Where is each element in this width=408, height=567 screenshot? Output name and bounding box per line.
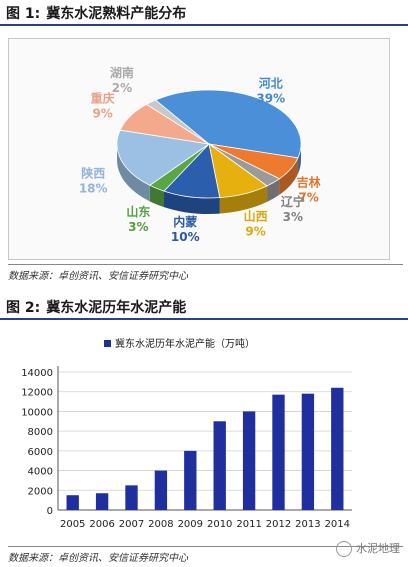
pie-slice-陕西	[116, 129, 211, 186]
figure1-title: 图 1: 冀东水泥熟料产能分布	[0, 2, 408, 26]
pie-label-name: 山西	[244, 209, 268, 224]
figure2-title-text: 冀东水泥历年水泥产能	[46, 300, 187, 316]
pie-label-name: 重庆	[91, 90, 115, 105]
wechat-icon	[336, 541, 352, 557]
watermark-text: 水泥地理	[356, 542, 400, 555]
pie-label-value: 3%	[283, 210, 303, 224]
pie-slice-河北	[154, 89, 302, 159]
bar-2010	[213, 421, 226, 510]
pie-label-name: 辽宁	[281, 194, 305, 209]
x-tick-label: 2012	[266, 519, 291, 530]
bar-2014	[331, 387, 344, 510]
pie-slice-湖南	[145, 99, 210, 145]
watermark: 水泥地理	[336, 540, 400, 557]
pie-side-山西	[219, 185, 268, 214]
pie-label-value: 3%	[128, 220, 148, 234]
x-tick-label: 2005	[60, 519, 85, 530]
pie-side-陕西	[117, 144, 150, 202]
pie-label-name: 山东	[126, 204, 150, 219]
figure2-label: 图 2:	[6, 300, 41, 316]
figure1-label: 图 1:	[6, 6, 41, 22]
pie-label-value: 10%	[171, 230, 200, 244]
bar-2006	[95, 493, 109, 510]
y-tick-label: 14000	[21, 368, 53, 379]
x-tick-label: 2006	[89, 519, 114, 530]
x-tick-label: 2011	[236, 519, 261, 530]
pie-label-name: 陕西	[81, 165, 105, 180]
pie-label-value: 9%	[92, 106, 112, 120]
pie-label-value: 39%	[256, 92, 285, 106]
y-tick-label: 6000	[28, 447, 53, 458]
pie-side-吉林	[279, 157, 298, 195]
y-tick-label: 10000	[21, 407, 53, 418]
figure1-source: 数据来源：卓创资讯、安信证券研究中心	[8, 264, 403, 282]
pie-label-value: 7%	[298, 190, 318, 204]
pie-label-name: 内蒙	[173, 214, 197, 229]
pie-panel: 河北 39% 吉林 7% 辽宁 3% 山西 9% 内蒙 10% 山东 3% 陕西 18% 重庆 9% 湖南 2%	[8, 38, 390, 260]
pie-side-山东	[149, 185, 165, 208]
x-tick-label: 2013	[295, 519, 320, 530]
pie-label-value: 18%	[79, 181, 108, 195]
y-tick-label: 0	[47, 506, 53, 517]
y-tick-label: 8000	[28, 427, 53, 438]
y-tick-label: 2000	[28, 486, 53, 497]
figure2-title: 图 2: 冀东水泥历年水泥产能	[0, 296, 408, 320]
bar-2007	[125, 485, 138, 510]
x-tick-label: 2014	[325, 519, 350, 530]
pie-side-内蒙	[164, 191, 220, 215]
figure2-source: 数据来源：卓创资讯、安信证券研究中心	[8, 546, 403, 564]
x-tick-label: 2010	[207, 519, 232, 530]
bar-2011	[242, 411, 256, 510]
y-tick-label: 12000	[21, 388, 53, 399]
pie-label-value: 2%	[112, 81, 132, 95]
pie-label-name: 吉林	[297, 174, 321, 189]
pie-label-name: 湖南	[110, 65, 134, 80]
bar-2012	[272, 394, 285, 510]
pie-sides	[117, 144, 301, 215]
figure1-title-text: 冀东水泥熟料产能分布	[46, 6, 187, 22]
y-tick-label: 4000	[28, 467, 53, 478]
bar-2008	[154, 470, 168, 510]
pie-label-name: 河北	[258, 76, 283, 91]
x-tick-label: 2009	[178, 519, 203, 530]
bar-2005	[66, 495, 79, 510]
bar-2013	[301, 393, 315, 510]
legend-swatch	[104, 340, 111, 347]
bar-legend: 冀东水泥历年水泥产能（万吨）	[104, 337, 255, 350]
bars: 2005 2006 2007 2008 2009 2010 2011 2012 2013 2014	[60, 387, 350, 530]
pie-label-value: 9%	[245, 225, 265, 239]
bar-chart: 冀东水泥历年水泥产能（万吨） 0 2000 4000 6000 8000 10000 1200…	[21, 337, 352, 530]
legend-label: 冀东水泥历年水泥产能（万吨）	[115, 337, 255, 350]
pie-top	[116, 89, 302, 199]
bar-2009	[184, 450, 197, 510]
x-tick-label: 2007	[119, 519, 144, 530]
x-tick-label: 2008	[148, 519, 173, 530]
